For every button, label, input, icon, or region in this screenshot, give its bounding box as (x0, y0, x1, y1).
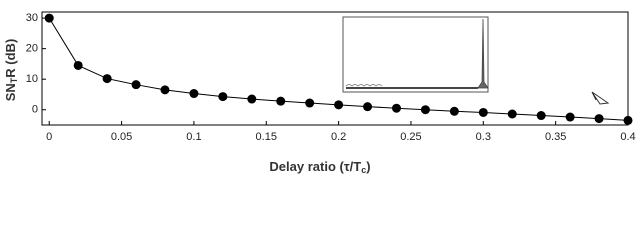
y-tick-label: 20 (26, 43, 38, 55)
data-point (247, 94, 257, 104)
data-point (73, 60, 83, 70)
inset-frame (342, 16, 489, 93)
data-point (305, 98, 315, 108)
data-point (160, 85, 170, 95)
y-label-end: R (dB) (3, 39, 18, 78)
y-tick-label: 30 (26, 12, 38, 24)
pointer-icon (591, 91, 610, 105)
x-label-sub: c (361, 165, 366, 175)
chart: Delay ratio (τ/Tc) SNTR (dB) 0 10 20 30 0 0.0… (3, 11, 636, 175)
data-point (189, 89, 199, 99)
data-point (102, 74, 112, 84)
data-point (449, 106, 459, 116)
x-tick-label: 0.1 (186, 131, 201, 143)
x-tick-label: 0.35 (545, 131, 566, 143)
inset-peak (477, 18, 489, 89)
data-point (334, 100, 344, 110)
data-point (420, 105, 430, 115)
data-point (594, 114, 604, 124)
data-point (363, 102, 373, 112)
data-point (276, 96, 286, 106)
data-point (131, 80, 141, 90)
data-point (44, 13, 54, 23)
x-label-main: Delay ratio (τ/T (269, 159, 361, 174)
x-tick-label: 0.15 (256, 131, 277, 143)
data-point (565, 112, 575, 122)
y-label-main: SN (3, 83, 18, 101)
x-tick-label: 0.2 (331, 131, 346, 143)
x-tick-label: 0.25 (400, 131, 421, 143)
x-axis-label: Delay ratio (τ/Tc) (269, 159, 370, 175)
x-tick-label: 0.05 (111, 131, 132, 143)
y-label-sub: T (9, 77, 19, 83)
y-axis-label: SNTR (dB) (3, 39, 19, 102)
data-point (536, 111, 546, 121)
y-tick-label: 0 (32, 104, 38, 116)
inset (342, 16, 489, 93)
data-point (507, 109, 517, 119)
data-point (218, 92, 228, 102)
inset-ripple (345, 84, 383, 87)
y-tick-label: 10 (26, 73, 38, 85)
data-point (478, 107, 488, 117)
x-tick-label: 0.3 (476, 131, 491, 143)
x-tick-label: 0.4 (620, 131, 635, 143)
x-tick-label: 0 (46, 131, 52, 143)
data-point (391, 103, 401, 113)
data-point (623, 115, 633, 125)
x-label-end: ) (366, 159, 370, 174)
plot-frame (41, 11, 629, 126)
